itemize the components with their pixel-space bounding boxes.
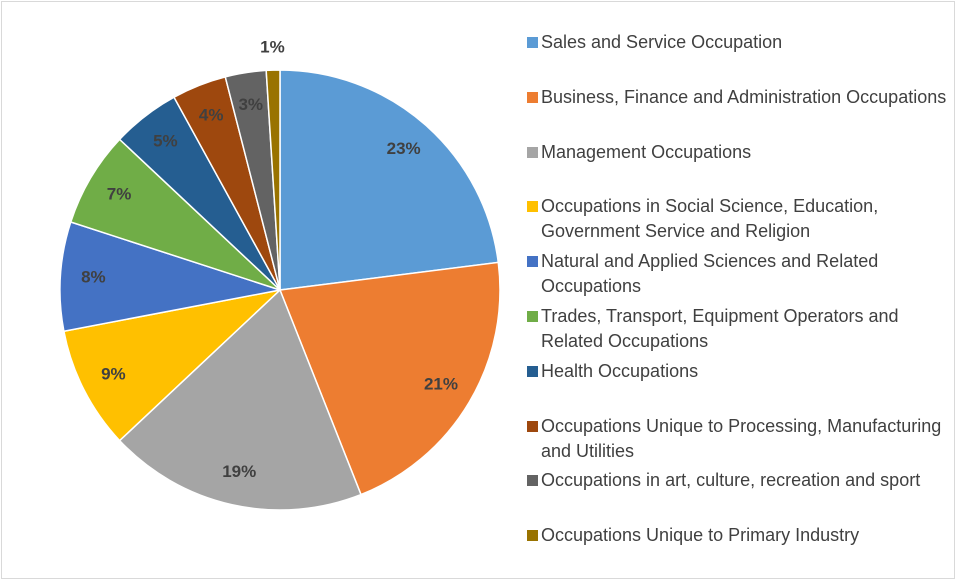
- legend-swatch: [527, 146, 538, 158]
- legend-swatch: [527, 201, 538, 213]
- data-label: 7%: [107, 184, 132, 203]
- legend-entry: Sales and Service Occupation: [523, 30, 953, 55]
- pie-slice: [118, 288, 362, 511]
- legend-label: Occupations in art, culture, recreation …: [541, 470, 921, 491]
- legend-label: Sales and Service Occupation: [541, 32, 783, 52]
- legend-label: Management Occupations: [541, 141, 752, 162]
- pie-slice: [265, 69, 281, 291]
- data-label: 5%: [153, 132, 178, 151]
- legend-label: Business, Finance and Administration Occ…: [541, 86, 947, 107]
- legend-swatch: [527, 37, 538, 48]
- legend-label: Natural and Applied Sciences and Related…: [541, 251, 879, 297]
- legend-label: Occupations Unique to Processing, Manufa…: [541, 415, 942, 461]
- legend-label: Occupations Unique to Primary Industry: [541, 525, 860, 546]
- legend-label: Trades, Transport, Equipment Operators a…: [541, 306, 899, 351]
- data-label: 1%: [260, 38, 285, 57]
- data-label: 23%: [387, 139, 421, 158]
- data-label: 9%: [101, 364, 126, 383]
- legend-label: Occupations in Social Science, Education…: [541, 196, 879, 242]
- legend-entry: Occupations Unique to Processing, Manufa…: [523, 414, 953, 464]
- data-label: 4%: [199, 106, 224, 125]
- legend-entry: Occupations in Social Science, Education…: [523, 194, 953, 244]
- legend-entry: Natural and Applied Sciences and Related…: [523, 249, 953, 299]
- legend-swatch: [527, 311, 538, 322]
- legend-swatch: [527, 91, 538, 103]
- legend-swatch: [527, 365, 538, 377]
- legend-entry: Trades, Transport, Equipment Operators a…: [523, 304, 953, 354]
- legend-swatch: [527, 475, 538, 487]
- legend-entry: Management Occupations: [523, 140, 953, 165]
- pie-slice: [63, 288, 283, 442]
- legend-entry: Occupations in art, culture, recreation …: [523, 468, 953, 493]
- legend-entry: Business, Finance and Administration Occ…: [523, 85, 953, 110]
- legend-swatch: [527, 256, 538, 268]
- pie-slice: [279, 69, 500, 291]
- legend-entry: Health Occupations: [523, 359, 953, 384]
- pie-slice: [278, 261, 501, 496]
- legend-swatch: [527, 530, 538, 542]
- data-label: 8%: [81, 268, 106, 287]
- pie-slice: [59, 221, 281, 333]
- data-label: 19%: [222, 462, 256, 481]
- data-label: 3%: [238, 95, 263, 114]
- data-label: 21%: [424, 375, 458, 394]
- legend-swatch: [527, 420, 538, 432]
- legend-entry: Occupations Unique to Primary Industry: [523, 523, 953, 548]
- legend-label: Health Occupations: [541, 360, 699, 381]
